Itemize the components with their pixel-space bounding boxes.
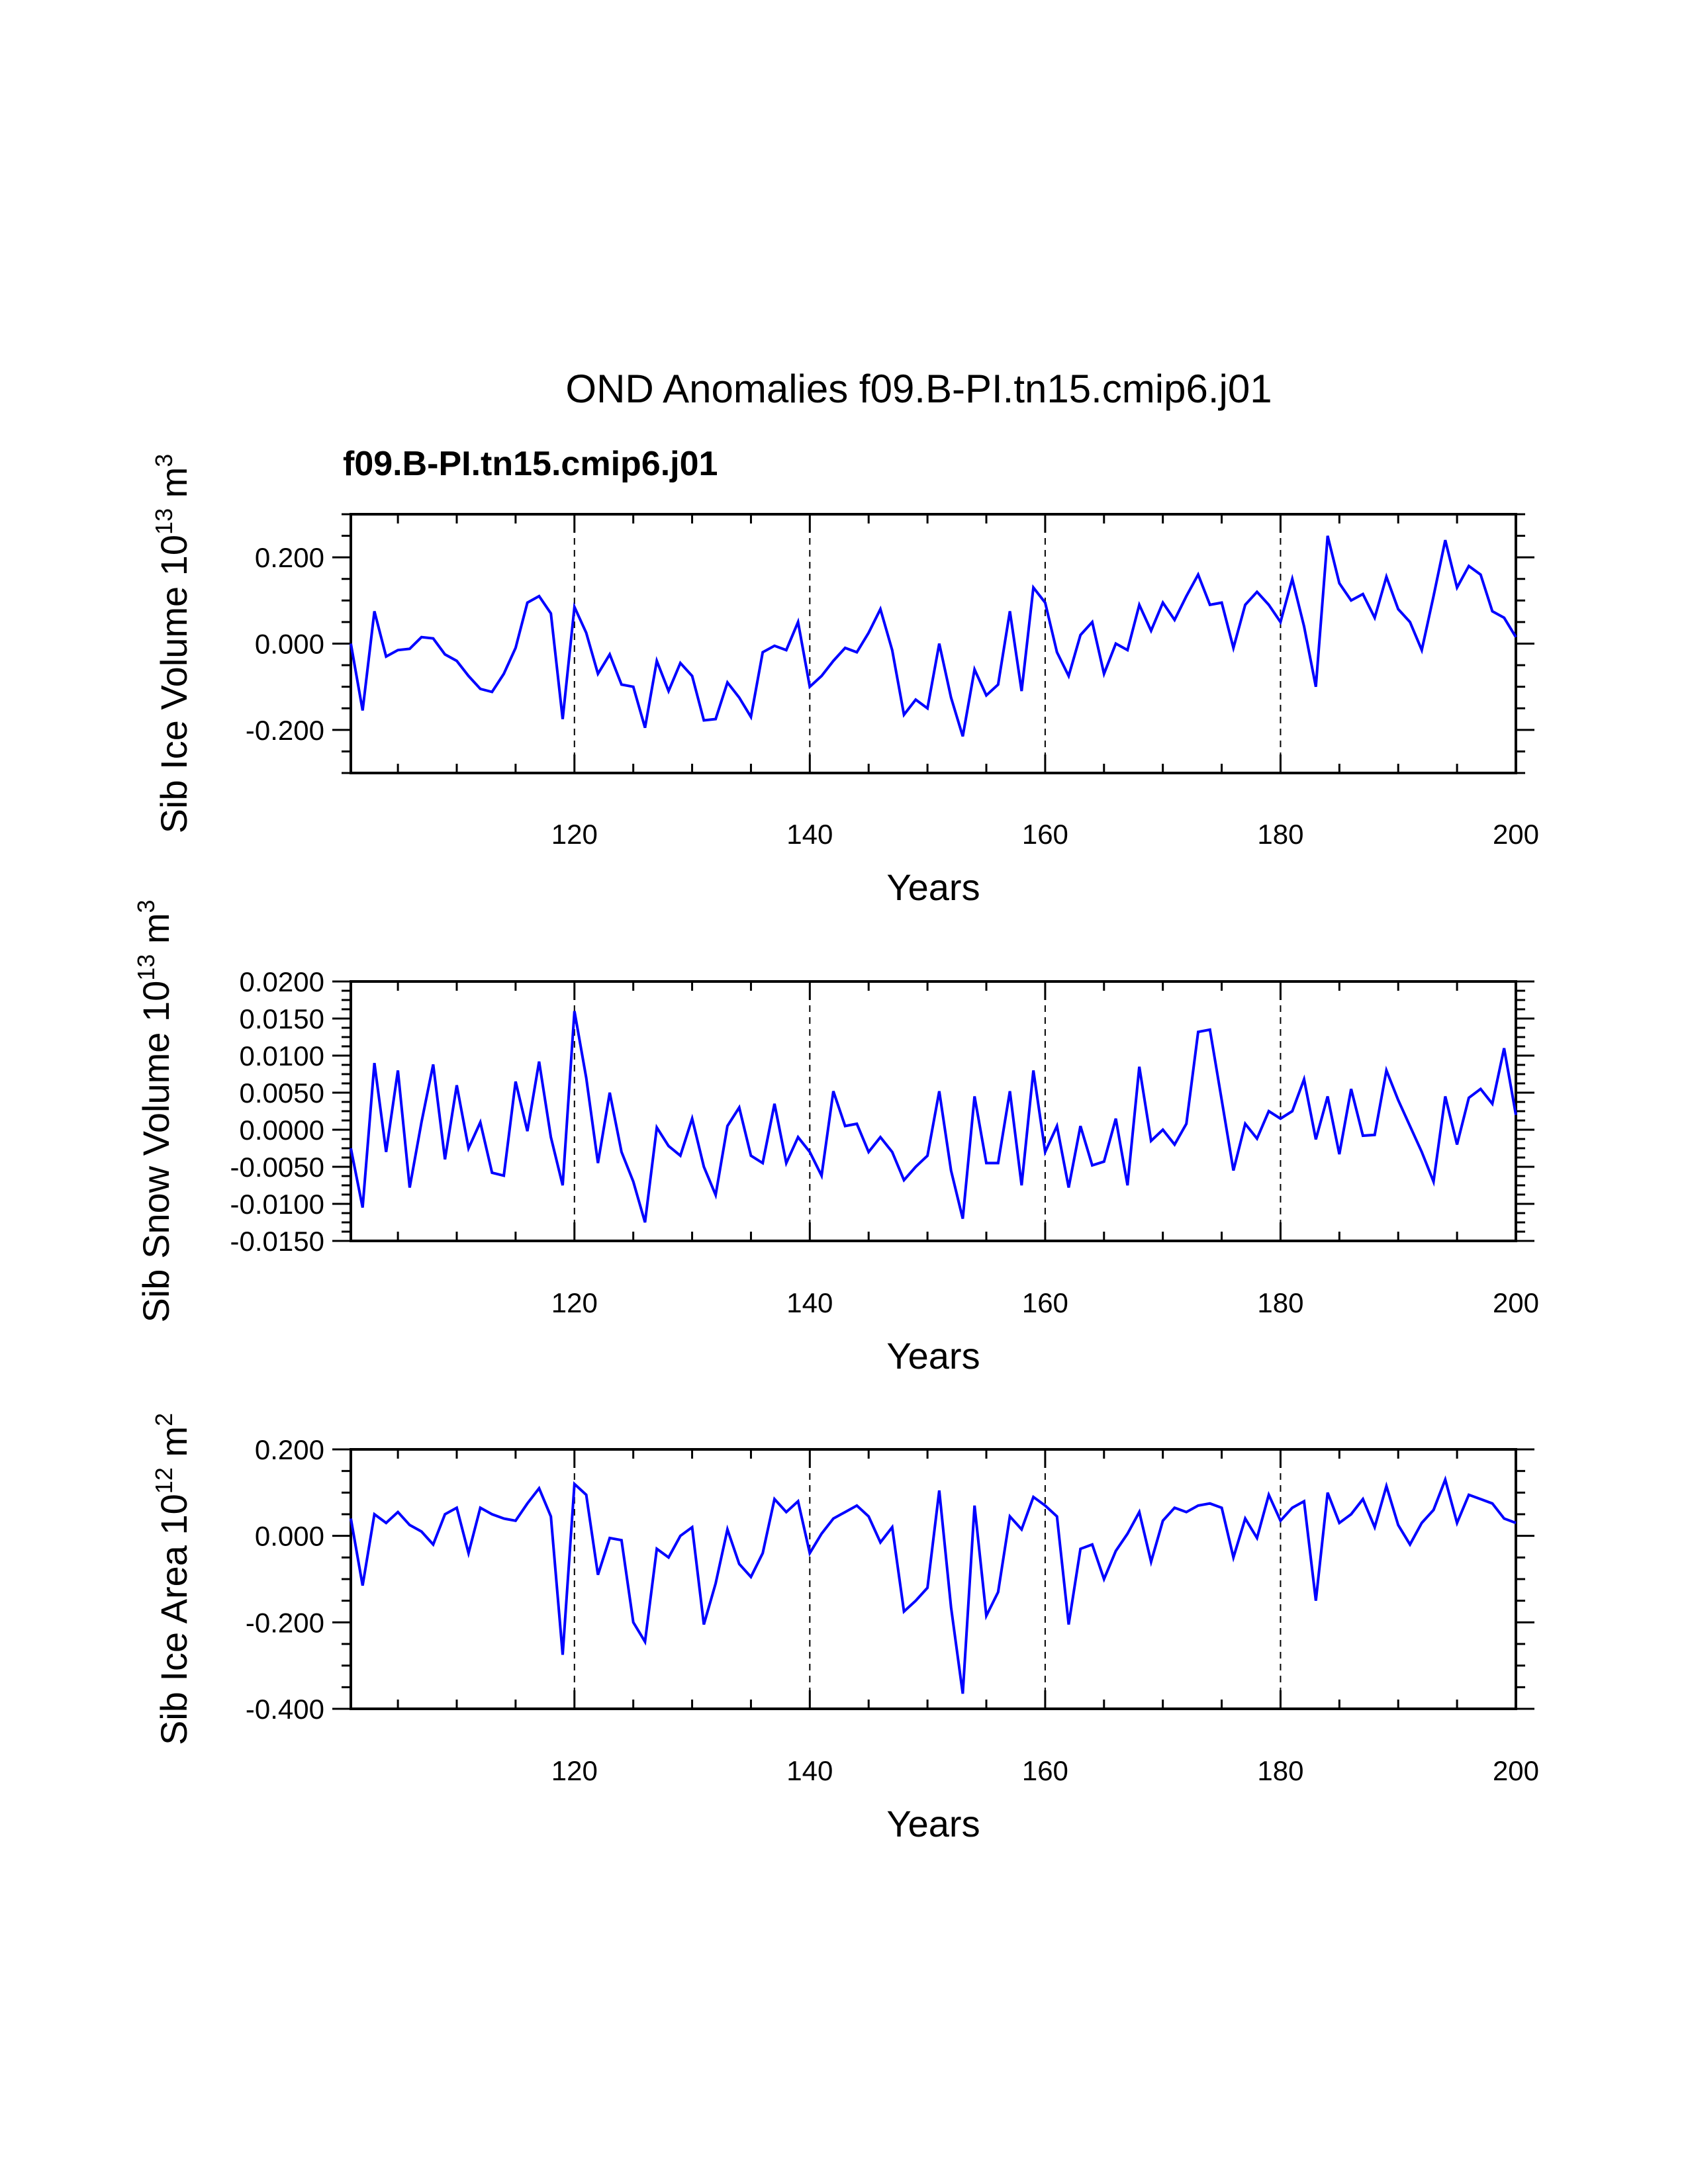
x-tick-label: 140 — [786, 1755, 833, 1786]
series-line-ice-volume — [350, 535, 1517, 737]
chart-subtitle: f09.B-PI.tn15.cmip6.j01 — [343, 445, 718, 483]
x-tick-label: 160 — [1022, 819, 1068, 850]
y-tick-label: 0.0050 — [240, 1077, 324, 1109]
x-tick-label: 120 — [551, 1755, 598, 1786]
y-tick-label: 0.200 — [255, 1434, 324, 1465]
y-axis-title: Sib Snow Volume 1013 m3 — [132, 899, 177, 1322]
panel-ice-volume: 120 140 160 180 200 Years -0.200 0.000 0.200 Sib … — [150, 454, 1539, 908]
x-tick-label: 180 — [1257, 819, 1303, 850]
plot-frame — [350, 980, 1517, 1242]
y-tick-label: -0.400 — [246, 1694, 324, 1725]
x-tick-label: 200 — [1493, 1755, 1539, 1786]
x-axis-title: Years — [886, 1803, 980, 1844]
plot-frame — [350, 513, 1517, 774]
x-axis-title: Years — [886, 866, 980, 908]
y-tick-label: 0.0200 — [240, 966, 324, 997]
panel-snow-volume: 120 140 160 180 200 Years -0.0150 -0.0100 -0.005… — [132, 899, 1539, 1377]
x-tick-label: 200 — [1493, 819, 1539, 850]
plot-frame — [350, 1448, 1517, 1710]
x-tick-label: 120 — [551, 819, 598, 850]
x-tick-label: 180 — [1257, 1755, 1303, 1786]
y-tick-label: -0.0100 — [230, 1189, 324, 1220]
panel-ice-area: 120 140 160 180 200 Years -0.400 -0.200 0.000 0.2… — [150, 1413, 1539, 1844]
y-tick-label: 0.000 — [255, 629, 324, 660]
y-tick-label: -0.0150 — [230, 1226, 324, 1257]
y-axis-title: Sib Ice Area 1012 m2 — [150, 1413, 195, 1745]
series-line-ice-area — [350, 1475, 1517, 1694]
x-tick-label: 120 — [551, 1287, 598, 1318]
series-line-snow-volume — [350, 1011, 1517, 1223]
y-tick-label: -0.200 — [246, 715, 324, 746]
x-tick-label: 160 — [1022, 1287, 1068, 1318]
y-tick-label: 0.0150 — [240, 1003, 324, 1034]
x-tick-label: 140 — [786, 1287, 833, 1318]
chart-title: OND Anomalies f09.B-PI.tn15.cmip6.j01 — [565, 367, 1272, 411]
y-tick-label: -0.200 — [246, 1607, 324, 1638]
y-tick-label: 0.0000 — [240, 1115, 324, 1146]
y-tick-label: 0.000 — [255, 1521, 324, 1552]
x-tick-label: 200 — [1493, 1287, 1539, 1318]
panels-group: 120 140 160 180 200 Years -0.200 0.000 0.200 Sib … — [132, 454, 1539, 1844]
x-tick-label: 180 — [1257, 1287, 1303, 1318]
x-tick-label: 160 — [1022, 1755, 1068, 1786]
y-tick-label: 0.200 — [255, 542, 324, 573]
y-tick-label: -0.0050 — [230, 1152, 324, 1183]
x-tick-label: 140 — [786, 819, 833, 850]
y-tick-label: 0.0100 — [240, 1040, 324, 1071]
x-axis-title: Years — [886, 1335, 980, 1377]
y-axis-title: Sib Ice Volume 1013 m3 — [150, 454, 195, 834]
